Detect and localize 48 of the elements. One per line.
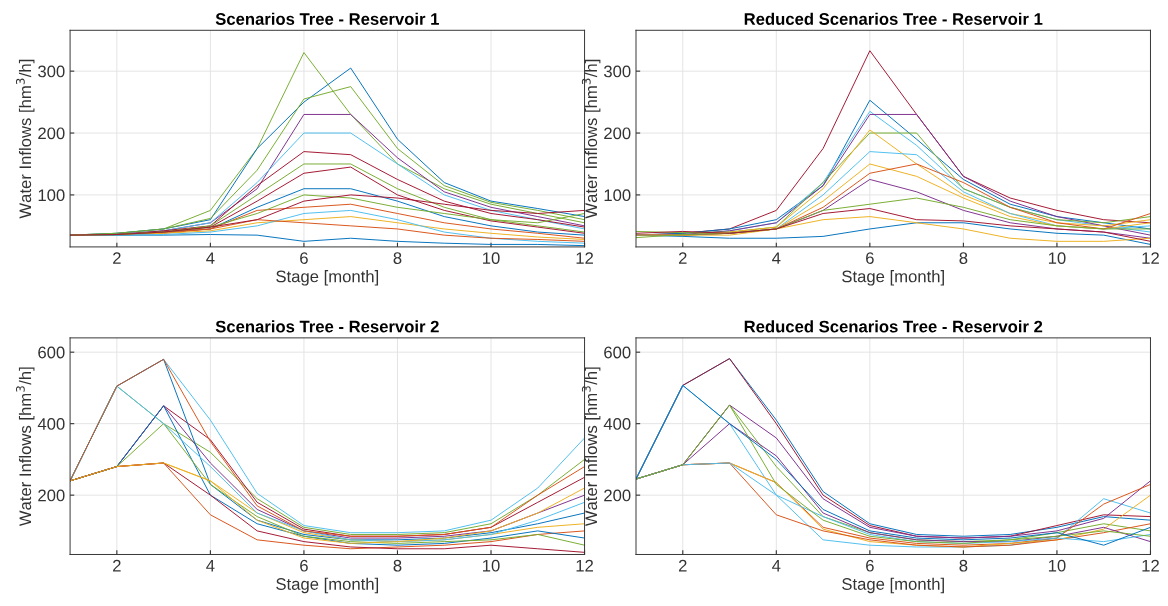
x-tick-label: 6 bbox=[300, 252, 308, 265]
chart-title: Scenarios Tree - Reservoir 2 bbox=[215, 320, 439, 333]
y-tick-label: 600 bbox=[604, 346, 631, 359]
x-tick-label: 2 bbox=[678, 559, 687, 572]
x-axis-title: Stage [month] bbox=[276, 577, 379, 594]
y-tick-label: 100 bbox=[604, 189, 631, 202]
chart-title: Scenarios Tree - Reservoir 1 bbox=[215, 12, 439, 25]
x-axis-title: Stage [month] bbox=[842, 270, 944, 286]
y-axis-title: Water Inflows [hm$^{3}$/h] bbox=[581, 367, 601, 527]
y-tick-label: 600 bbox=[38, 346, 65, 359]
x-axis-title: Stage [month] bbox=[276, 270, 379, 286]
x-tick-label: 8 bbox=[393, 252, 402, 265]
x-tick-label: 8 bbox=[393, 559, 402, 572]
y-tick-label: 400 bbox=[37, 418, 65, 430]
x-tick-label: 4 bbox=[772, 252, 781, 264]
y-tick-label: 200 bbox=[38, 127, 65, 140]
y-axis-title: Water Inflows [hm$^{3}$/h] bbox=[581, 59, 601, 219]
x-tick-label: 2 bbox=[678, 252, 687, 264]
x-tick-label: 6 bbox=[866, 559, 874, 572]
x-tick-label: 12 bbox=[1142, 252, 1159, 264]
x-tick-label: 10 bbox=[1048, 252, 1066, 265]
x-tick-label: 8 bbox=[959, 559, 968, 572]
y-axis-title: Water Inflows [hm$^{3}$/h] bbox=[15, 59, 35, 219]
x-tick-label: 4 bbox=[206, 559, 215, 572]
x-tick-label: 10 bbox=[1048, 559, 1066, 572]
y-tick-label: 300 bbox=[603, 65, 631, 78]
x-tick-label: 12 bbox=[576, 252, 593, 264]
x-tick-label: 8 bbox=[959, 252, 968, 265]
x-tick-label: 2 bbox=[113, 252, 121, 264]
y-axis-title: Water Inflows [hm$^{3}$/h] bbox=[15, 367, 35, 527]
y-tick-label: 200 bbox=[604, 127, 631, 140]
x-tick-label: 6 bbox=[866, 252, 874, 265]
x-tick-label: 4 bbox=[772, 559, 781, 572]
chart-title: Reduced Scenarios Tree - Reservoir 1 bbox=[744, 12, 1043, 25]
x-tick-label: 6 bbox=[300, 559, 308, 572]
x-tick-label: 10 bbox=[483, 252, 500, 265]
x-tick-label: 12 bbox=[576, 559, 593, 572]
x-axis-title: Stage [month] bbox=[842, 577, 944, 594]
x-tick-label: 2 bbox=[113, 559, 121, 572]
x-tick-label: 4 bbox=[206, 252, 215, 264]
y-tick-label: 300 bbox=[38, 65, 65, 78]
y-tick-label: 400 bbox=[603, 418, 631, 430]
y-tick-label: 200 bbox=[38, 489, 65, 502]
x-tick-label: 12 bbox=[1142, 559, 1159, 572]
chart-title: Reduced Scenarios Tree - Reservoir 2 bbox=[744, 320, 1043, 333]
y-tick-label: 100 bbox=[38, 189, 65, 202]
x-tick-label: 10 bbox=[483, 559, 500, 572]
y-tick-label: 200 bbox=[604, 489, 631, 502]
